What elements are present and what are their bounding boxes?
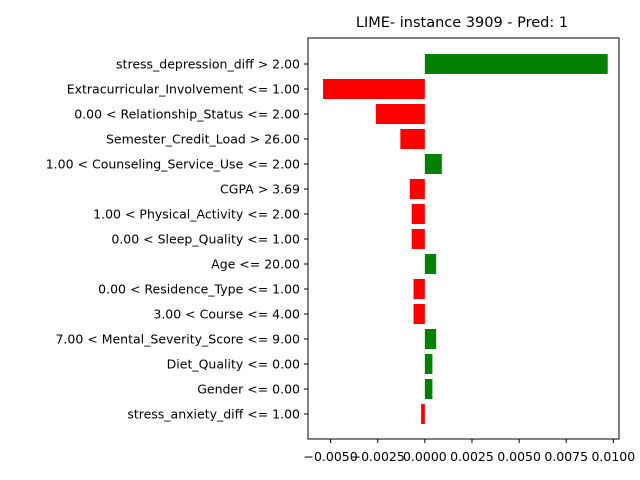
plot-frame xyxy=(307,37,620,440)
bar-12 xyxy=(424,354,433,374)
bar-13 xyxy=(424,379,433,399)
y-tick-label-3: Semester_Credit_Load > 26.00 xyxy=(106,132,300,147)
y-tick-label-0: stress_depression_diff > 2.00 xyxy=(116,57,300,72)
bar-6 xyxy=(411,204,425,224)
y-tick-label-12: Diet_Quality <= 0.00 xyxy=(167,357,300,372)
y-tick-label-9: 0.00 < Residence_Type <= 1.00 xyxy=(98,282,300,297)
y-tick-label-8: Age <= 20.00 xyxy=(211,257,300,272)
x-tick-label-5: 0.0075 xyxy=(544,449,588,464)
chart-title: LIME- instance 3909 - Pred: 1 xyxy=(356,15,568,31)
y-tick-label-10: 3.00 < Course <= 4.00 xyxy=(153,307,300,322)
y-tick-label-7: 0.00 < Sleep_Quality <= 1.00 xyxy=(111,232,300,247)
bars-group xyxy=(323,54,608,424)
x-tick-label-0: −0.0050 xyxy=(304,449,358,464)
y-tick-label-1: Extracurricular_Involvement <= 1.00 xyxy=(67,82,300,97)
bar-9 xyxy=(413,279,425,299)
bar-5 xyxy=(409,179,425,199)
bar-10 xyxy=(413,304,425,324)
y-tick-label-2: 0.00 < Relationship_Status <= 2.00 xyxy=(74,107,300,122)
y-tick-label-11: 7.00 < Mental_Severity_Score <= 9.00 xyxy=(55,332,300,347)
x-tick-label-6: 0.0100 xyxy=(591,449,635,464)
bar-4 xyxy=(424,154,442,174)
y-tick-label-6: 1.00 < Physical_Activity <= 2.00 xyxy=(93,207,300,222)
bar-14 xyxy=(421,404,425,424)
bar-8 xyxy=(424,254,437,274)
bar-1 xyxy=(323,79,425,99)
y-tick-label-5: CGPA > 3.69 xyxy=(220,182,300,197)
bar-11 xyxy=(424,329,437,349)
x-tick-label-2: 0.0000 xyxy=(403,449,447,464)
x-tick-label-1: −0.0025 xyxy=(351,449,405,464)
y-tick-labels: stress_depression_diff > 2.00 Extracurric… xyxy=(46,57,308,422)
bar-2 xyxy=(375,104,425,124)
bar-7 xyxy=(411,229,425,249)
bar-3 xyxy=(400,129,425,149)
x-tick-label-3: 0.0025 xyxy=(450,449,494,464)
y-tick-label-13: Gender <= 0.00 xyxy=(197,382,300,397)
x-tick-label-4: 0.0050 xyxy=(497,449,541,464)
bar-0 xyxy=(424,54,608,74)
y-tick-label-14: stress_anxiety_diff <= 1.00 xyxy=(127,407,300,422)
y-tick-label-4: 1.00 < Counseling_Service_Use <= 2.00 xyxy=(46,157,300,172)
